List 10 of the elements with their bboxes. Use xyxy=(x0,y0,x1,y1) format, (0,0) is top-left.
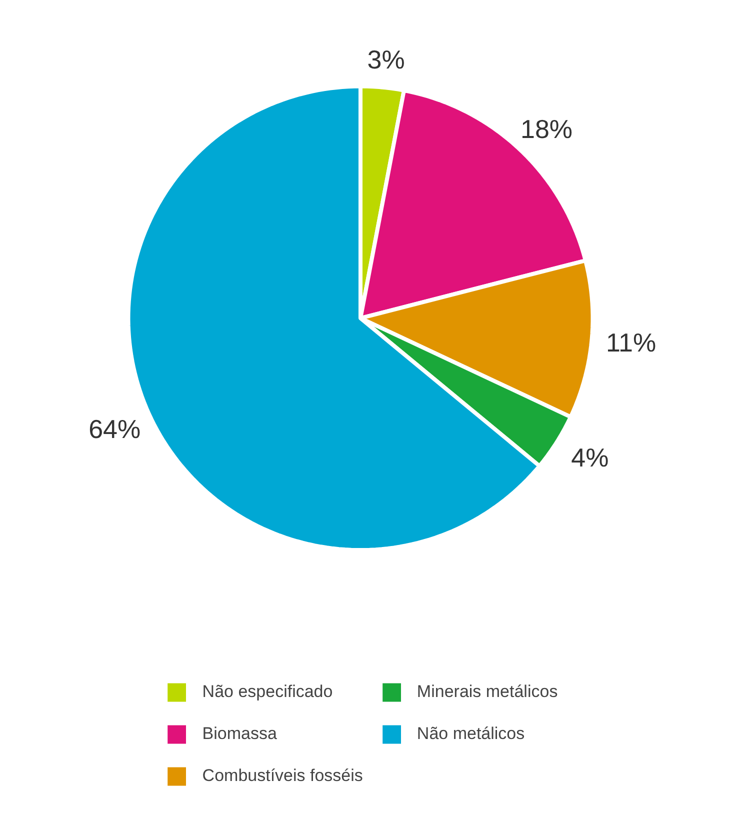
data-label: 64% xyxy=(88,414,141,444)
legend-label: Minerais metálicos xyxy=(416,682,558,702)
legend-label: Combustíveis fosséis xyxy=(202,766,363,786)
data-label: 11% xyxy=(606,328,656,358)
legend-label: Não especificado xyxy=(202,682,333,702)
data-label: 3% xyxy=(367,44,405,75)
legend-label: Não metálicos xyxy=(416,724,525,744)
legend-label: Biomassa xyxy=(202,724,277,744)
data-label: 4% xyxy=(571,442,609,472)
data-label: 18% xyxy=(520,114,573,144)
